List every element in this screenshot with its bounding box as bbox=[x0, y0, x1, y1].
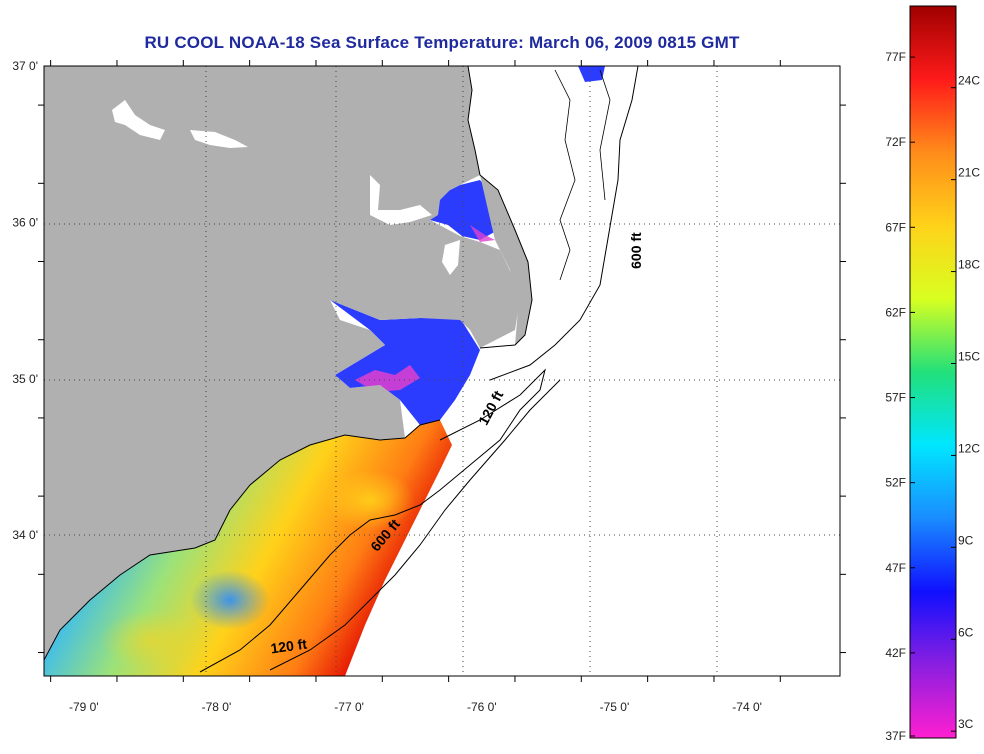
coastline bbox=[44, 419, 441, 661]
colorbar-celsius-labels: 24C 21C 18C 15C 12C 9C 6C 3C bbox=[951, 74, 980, 732]
contour-600ft-south bbox=[269, 379, 561, 671]
colorbar-fahrenheit-label-8: 37F bbox=[885, 729, 906, 743]
longitude-tick-labels: -79 0' -78 0' -77 0' -76 0' -75 0' -74 0' bbox=[50, 60, 781, 714]
longitude-tick-label-3: -76 0' bbox=[467, 700, 497, 714]
latitude-tick-labels: 37 0' 36 0' 35 0' 34 0' bbox=[12, 59, 846, 654]
colorbar-fahrenheit-labels: 77F 72F 67F 62F 57F 52F 47F 42F 37F bbox=[885, 50, 915, 743]
colorbar-fahrenheit-label-2: 67F bbox=[885, 220, 906, 234]
colorbar-fahrenheit-label-6: 47F bbox=[885, 561, 906, 575]
latitude-tick-label-0: 37 0' bbox=[12, 59, 38, 73]
longitude-tick-label-0: -79 0' bbox=[69, 700, 99, 714]
colorbar-scale bbox=[909, 5, 957, 739]
longitude-tick-label-5: -74 0' bbox=[732, 700, 762, 714]
grid-lines bbox=[44, 66, 840, 676]
contour-120ft bbox=[199, 368, 546, 673]
colorbar-celsius-label-3: 15C bbox=[958, 349, 980, 363]
colorbar-celsius-label-5: 9C bbox=[958, 533, 974, 547]
colorbar-fahrenheit-label-1: 72F bbox=[885, 135, 906, 149]
longitude-tick-label-1: -78 0' bbox=[202, 700, 232, 714]
sst-albemarle-sound bbox=[430, 180, 500, 240]
colorbar-fahrenheit-label-5: 52F bbox=[885, 476, 906, 490]
colorbar-fahrenheit-label-3: 62F bbox=[885, 305, 906, 319]
colorbar-celsius-label-1: 21C bbox=[958, 166, 980, 180]
colorbar-celsius-label-2: 18C bbox=[958, 258, 980, 272]
latitude-tick-label-3: 34 0' bbox=[12, 528, 38, 542]
contour-label-0: 600 ft bbox=[628, 232, 644, 269]
longitude-tick-label-2: -77 0' bbox=[334, 700, 364, 714]
colorbar-fahrenheit-label-7: 42F bbox=[885, 646, 906, 660]
colorbar-fahrenheit-label-0: 77F bbox=[885, 50, 906, 64]
colorbar-fahrenheit-label-4: 57F bbox=[885, 391, 906, 405]
sst-swath-sounds bbox=[330, 300, 480, 425]
contour-label-3: 120 ft bbox=[270, 636, 309, 657]
contour-600ft-north bbox=[489, 66, 639, 381]
longitude-tick-label-4: -75 0' bbox=[600, 700, 630, 714]
colorbar-celsius-label-7: 3C bbox=[958, 717, 974, 731]
colorbar-celsius-label-6: 6C bbox=[958, 625, 974, 639]
latitude-tick-label-2: 35 0' bbox=[12, 372, 38, 386]
colorbar-celsius-label-4: 12C bbox=[958, 441, 980, 455]
map-title: RU COOL NOAA-18 Sea Surface Temperature:… bbox=[144, 33, 740, 52]
latitude-tick-label-1: 36 0' bbox=[12, 215, 38, 229]
colorbar-celsius-label-0: 24C bbox=[958, 74, 980, 88]
